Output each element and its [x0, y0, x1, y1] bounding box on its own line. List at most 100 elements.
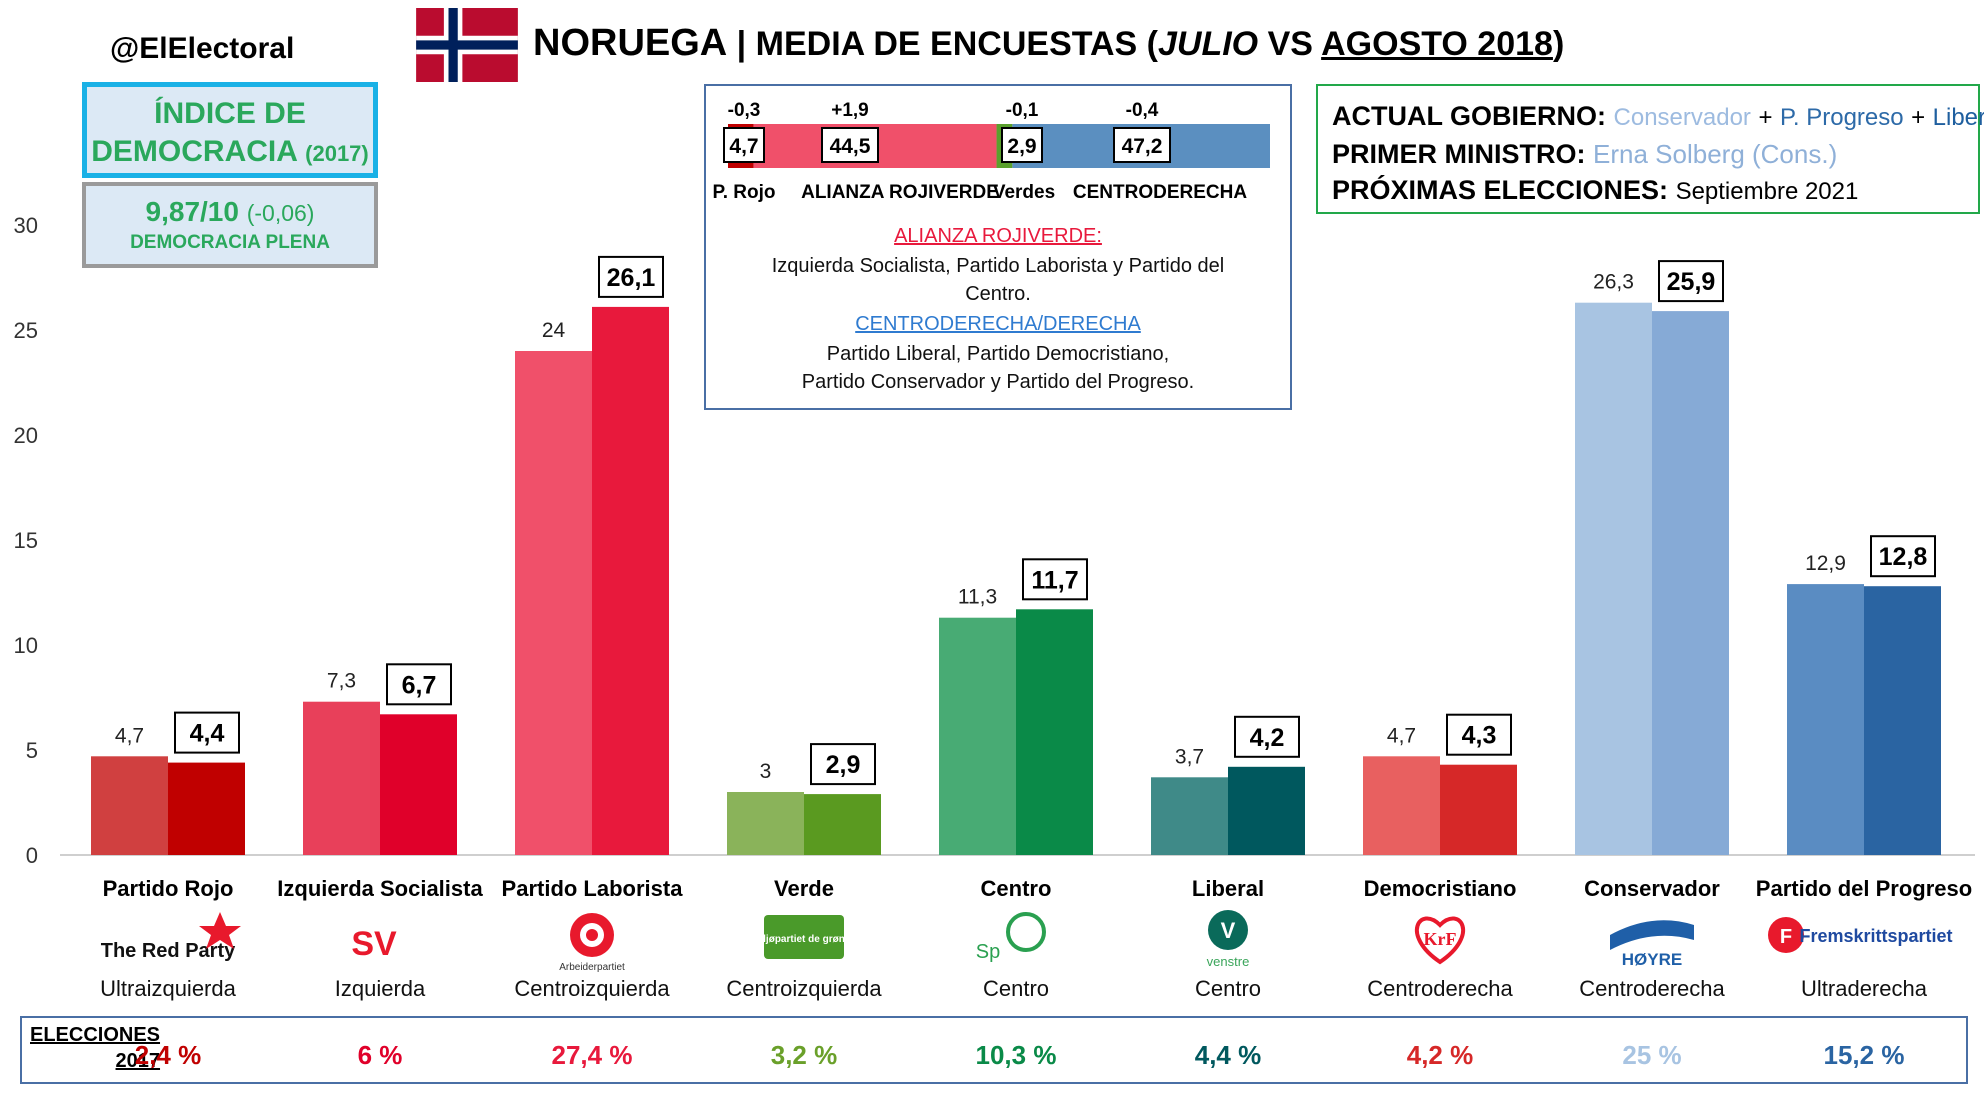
- gov-actual-line: ACTUAL GOBIERNO: Conservador + P. Progre…: [1332, 98, 1984, 136]
- democracy-score-change: (-0,06): [246, 200, 315, 226]
- logo-text: The Red Party: [101, 940, 236, 962]
- data-label-agosto-box-8: [1870, 535, 1936, 578]
- bar-agosto-7: [1652, 311, 1729, 856]
- elections-2017-value: 10,3 %: [975, 1040, 1057, 1070]
- elections-2017-value: 2,4 %: [134, 1040, 202, 1070]
- hoyre-wave-icon: [1610, 920, 1694, 950]
- data-label-agosto-box-3: [810, 743, 876, 786]
- data-label-agosto-box-6: [1446, 713, 1512, 756]
- party-logo-icon-4: Sp: [976, 912, 1046, 963]
- elections-2017-box: [20, 1016, 1968, 1084]
- coalition-value: 2,9: [1007, 135, 1036, 158]
- logo-text: Sp: [976, 941, 1000, 963]
- twitter-handle: @ElElectoral: [110, 32, 295, 65]
- logo-text: Fremskrittspartiet: [1799, 926, 1952, 946]
- bar-agosto-3: [804, 794, 881, 855]
- category-label: Partido del Progreso: [1756, 876, 1972, 901]
- venstre-v-icon: V: [1221, 918, 1236, 943]
- bar-julio-4: [939, 617, 1016, 855]
- heart-icon: [1415, 916, 1465, 965]
- bar-julio-8: [1787, 584, 1864, 855]
- data-label-agosto: 4,3: [1462, 722, 1497, 750]
- title-agosto: AGOSTO 2018: [1321, 25, 1553, 63]
- venstre-circle-icon: [1208, 910, 1248, 950]
- category-label: Centro: [981, 876, 1052, 901]
- gov-party-liberal: Liberal: [1932, 104, 1984, 131]
- coalition-name: Verdes: [993, 182, 1055, 203]
- gov-party-conservador: Conservador: [1613, 104, 1751, 131]
- y-tick-label: 20: [14, 423, 38, 448]
- data-label-agosto-box-4: [1022, 558, 1088, 601]
- democracy-score-box: 9,87/10 (-0,06) DEMOCRACIA PLENA: [82, 182, 378, 268]
- bar-agosto-8: [1864, 586, 1941, 855]
- data-label-agosto: 25,9: [1667, 268, 1716, 296]
- centro-title: CENTRODERECHA/DERECHA: [855, 313, 1141, 335]
- data-label-agosto: 26,1: [607, 264, 656, 292]
- elections-2017-value: 6 %: [357, 1040, 403, 1070]
- ideology-label: Ultraizquierda: [100, 976, 236, 1001]
- gov-pm-label: PRIMER MINISTRO:: [1332, 139, 1586, 169]
- government-info-box: ACTUAL GOBIERNO: Conservador + P. Progre…: [1316, 84, 1984, 214]
- data-label-julio: 11,3: [958, 586, 997, 609]
- ideology-label: Centroizquierda: [726, 976, 882, 1001]
- elections-label-2: 2017: [115, 1050, 161, 1072]
- logo-text: Arbeiderpartiet: [559, 962, 625, 973]
- data-label-julio: 26,3: [1593, 271, 1634, 294]
- ideology-label: Centroizquierda: [514, 976, 670, 1001]
- category-label: Conservador: [1584, 876, 1720, 901]
- mdg-box-icon: [764, 915, 844, 959]
- logo-text: HØYRE: [1622, 950, 1682, 969]
- democracy-index-year: (2017): [305, 141, 369, 166]
- data-label-agosto: 2,9: [826, 751, 861, 779]
- y-tick-label: 15: [14, 528, 38, 553]
- data-label-julio: 3: [760, 760, 772, 783]
- coalition-value: 44,5: [830, 135, 871, 158]
- ideology-label: Centro: [983, 976, 1049, 1001]
- frp-f-icon: F: [1780, 926, 1792, 948]
- coalition-summary-svg: -0,3 4,7 P. Rojo +1,9 44,5 ALIANZA ROJIVERDE -…: [713, 100, 1270, 393]
- clover-icon: [1006, 912, 1046, 952]
- gov-plus-2: +: [1911, 104, 1926, 131]
- data-label-agosto: 4,2: [1250, 724, 1285, 752]
- party-logo-icon-8: F Fremskrittspartiet: [1768, 917, 1953, 953]
- data-label-agosto-box-0: [174, 711, 240, 754]
- data-label-julio: 7,3: [327, 670, 356, 693]
- bar-julio-7: [1575, 302, 1652, 855]
- bar-julio-3: [727, 792, 804, 855]
- y-tick-label: 30: [14, 213, 38, 238]
- data-label-julio: 4,7: [115, 724, 144, 747]
- category-label: Izquierda Socialista: [277, 876, 483, 901]
- gov-plus-1: +: [1758, 104, 1773, 131]
- elections-2017-value: 15,2 %: [1823, 1040, 1905, 1070]
- democracy-score: 9,87/10 (-0,06): [86, 196, 374, 228]
- title-subtitle: MEDIA DE ENCUESTAS (: [755, 25, 1158, 63]
- bar-julio-2: [515, 351, 592, 855]
- elections-2017-value: 4,2 %: [1406, 1040, 1474, 1070]
- category-label: Partido Laborista: [502, 876, 684, 901]
- bar-agosto-0: [168, 762, 245, 855]
- category-label: Partido Rojo: [103, 876, 234, 901]
- coalition-name: CENTRODERECHA: [1073, 182, 1247, 203]
- gov-actual-label: ACTUAL GOBIERNO:: [1332, 101, 1606, 131]
- title-sep: |: [727, 25, 756, 63]
- bar-julio-0: [91, 756, 168, 855]
- norway-flag-icon: [416, 8, 518, 82]
- title-julio: JULIO: [1158, 25, 1259, 63]
- bar-agosto-6: [1440, 764, 1517, 855]
- category-label: Democristiano: [1364, 876, 1517, 901]
- red-star-icon: [199, 912, 241, 949]
- y-tick-label: 10: [14, 633, 38, 658]
- category-label: Verde: [774, 876, 834, 901]
- title-main: NORUEGA: [533, 22, 728, 64]
- data-label-agosto-box-1: [386, 663, 452, 706]
- rose-core-icon: [586, 929, 598, 941]
- elections-2017-value: 27,4 %: [551, 1040, 633, 1070]
- gov-party-progreso: P. Progreso: [1779, 104, 1904, 131]
- party-logo-icon-2: Arbeiderpartiet: [559, 913, 625, 973]
- category-label: Liberal: [1192, 876, 1264, 901]
- data-label-julio: 12,9: [1805, 552, 1846, 575]
- data-label-agosto: 6,7: [402, 671, 437, 699]
- coalition-change: +1,9: [831, 100, 869, 121]
- page-title: NORUEGA | MEDIA DE ENCUESTAS (JULIO VS A…: [533, 22, 1564, 65]
- bar-agosto-5: [1228, 766, 1305, 855]
